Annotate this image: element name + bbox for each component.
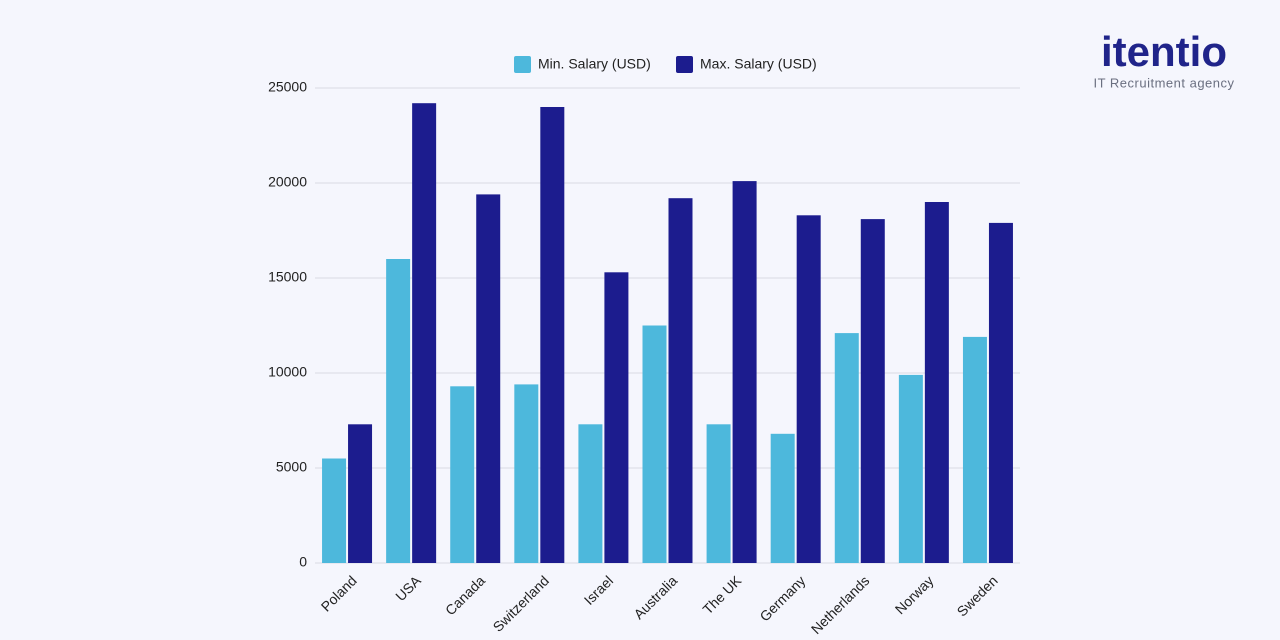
y-tick-label: 10000 xyxy=(268,364,307,380)
bar xyxy=(322,458,347,563)
bar xyxy=(386,259,411,563)
legend-label: Min. Salary (USD) xyxy=(538,56,651,72)
bar xyxy=(860,219,885,563)
bar xyxy=(642,325,667,563)
bar xyxy=(412,103,437,563)
bar xyxy=(834,333,859,563)
bar xyxy=(732,181,757,563)
bar xyxy=(988,222,1013,563)
logo-tagline: IT Recruitment agency xyxy=(1093,75,1234,90)
bar xyxy=(770,433,795,563)
legend-swatch xyxy=(514,56,531,73)
bar xyxy=(450,386,475,563)
bar xyxy=(962,336,987,563)
y-tick-label: 5000 xyxy=(276,459,307,475)
bar xyxy=(668,198,693,563)
bar xyxy=(348,424,373,563)
y-tick-label: 15000 xyxy=(268,269,307,285)
bar xyxy=(706,424,731,563)
bar xyxy=(898,374,923,563)
bar xyxy=(604,272,629,563)
y-tick-label: 25000 xyxy=(268,79,307,95)
logo-name: itentio xyxy=(1101,28,1227,75)
legend-swatch xyxy=(676,56,693,73)
bar xyxy=(514,384,539,563)
bar xyxy=(476,194,501,563)
y-tick-label: 20000 xyxy=(268,174,307,190)
legend-label: Max. Salary (USD) xyxy=(700,56,817,72)
bar xyxy=(924,202,949,563)
bar xyxy=(796,215,821,564)
bar xyxy=(540,107,565,563)
y-tick-label: 0 xyxy=(299,554,307,570)
bar xyxy=(578,424,603,563)
